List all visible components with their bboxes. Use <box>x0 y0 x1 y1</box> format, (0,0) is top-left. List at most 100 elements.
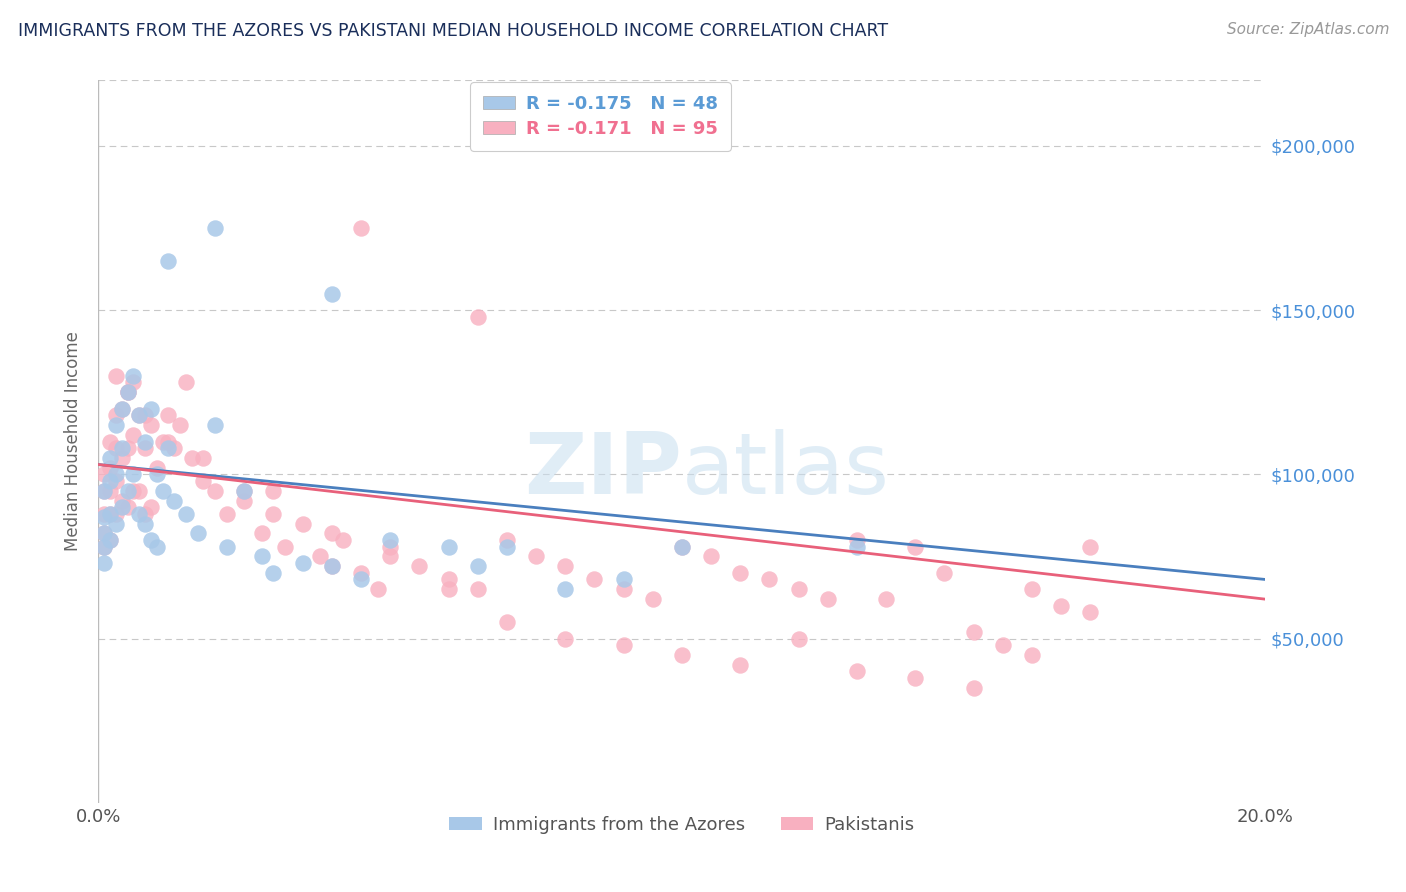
Point <box>111 441 134 455</box>
Point <box>321 526 343 541</box>
Point <box>408 559 430 574</box>
Point <box>321 559 343 574</box>
Point <box>846 665 869 679</box>
Point <box>193 474 215 488</box>
Point <box>134 516 156 531</box>
Point <box>98 460 121 475</box>
Point <box>134 441 156 455</box>
Point <box>1021 648 1043 662</box>
Point <box>93 483 115 498</box>
Point <box>111 450 134 465</box>
Point <box>612 582 634 597</box>
Point <box>758 573 780 587</box>
Point <box>467 310 489 324</box>
Point <box>163 493 186 508</box>
Point <box>104 467 127 482</box>
Point <box>991 638 1014 652</box>
Point <box>122 483 145 498</box>
Point <box>467 582 489 597</box>
Point <box>250 526 273 541</box>
Point <box>93 467 115 482</box>
Point <box>846 540 869 554</box>
Point <box>104 368 127 383</box>
Point <box>174 376 197 390</box>
Point <box>152 483 174 498</box>
Point <box>1080 540 1102 554</box>
Point <box>671 648 693 662</box>
Point <box>134 434 156 449</box>
Point <box>98 474 121 488</box>
Point <box>146 467 169 482</box>
Point <box>139 401 162 416</box>
Point <box>122 428 145 442</box>
Point <box>139 500 162 515</box>
Point <box>730 657 752 672</box>
Point <box>111 493 134 508</box>
Point <box>437 573 460 587</box>
Point <box>139 533 162 547</box>
Point <box>1021 582 1043 597</box>
Point <box>380 533 402 547</box>
Point <box>98 533 121 547</box>
Point <box>1080 605 1102 619</box>
Point <box>93 540 115 554</box>
Text: atlas: atlas <box>682 429 890 512</box>
Point <box>262 507 284 521</box>
Point <box>98 483 121 498</box>
Point <box>554 582 576 597</box>
Point <box>817 592 839 607</box>
Point <box>904 671 927 685</box>
Point <box>1050 599 1073 613</box>
Point <box>367 582 389 597</box>
Point <box>128 507 150 521</box>
Point <box>98 507 121 521</box>
Point <box>146 540 169 554</box>
Point <box>152 434 174 449</box>
Point <box>934 566 956 580</box>
Point <box>157 409 180 423</box>
Point <box>111 401 134 416</box>
Point <box>163 441 186 455</box>
Point <box>204 483 226 498</box>
Point <box>117 385 139 400</box>
Point <box>204 418 226 433</box>
Point <box>157 253 180 268</box>
Point <box>128 409 150 423</box>
Text: Source: ZipAtlas.com: Source: ZipAtlas.com <box>1226 22 1389 37</box>
Point <box>134 507 156 521</box>
Point <box>193 450 215 465</box>
Text: ZIP: ZIP <box>524 429 682 512</box>
Point <box>180 450 202 465</box>
Point <box>204 221 226 235</box>
Point <box>641 592 664 607</box>
Point <box>98 450 121 465</box>
Point <box>262 566 284 580</box>
Point <box>117 500 139 515</box>
Point <box>350 566 373 580</box>
Point <box>904 540 927 554</box>
Point <box>730 566 752 580</box>
Point <box>93 483 115 498</box>
Point <box>496 533 519 547</box>
Point <box>104 516 127 531</box>
Point <box>554 559 576 574</box>
Point <box>169 418 191 433</box>
Point <box>583 573 606 587</box>
Point <box>122 368 145 383</box>
Point <box>321 559 343 574</box>
Point <box>496 615 519 630</box>
Point <box>117 483 139 498</box>
Point <box>117 385 139 400</box>
Point <box>146 460 169 475</box>
Point <box>157 441 180 455</box>
Point <box>250 549 273 564</box>
Point <box>117 385 139 400</box>
Point <box>93 507 115 521</box>
Point <box>233 493 256 508</box>
Point <box>93 540 115 554</box>
Point <box>98 434 121 449</box>
Point <box>350 221 373 235</box>
Point <box>846 533 869 547</box>
Point <box>671 540 693 554</box>
Point <box>554 632 576 646</box>
